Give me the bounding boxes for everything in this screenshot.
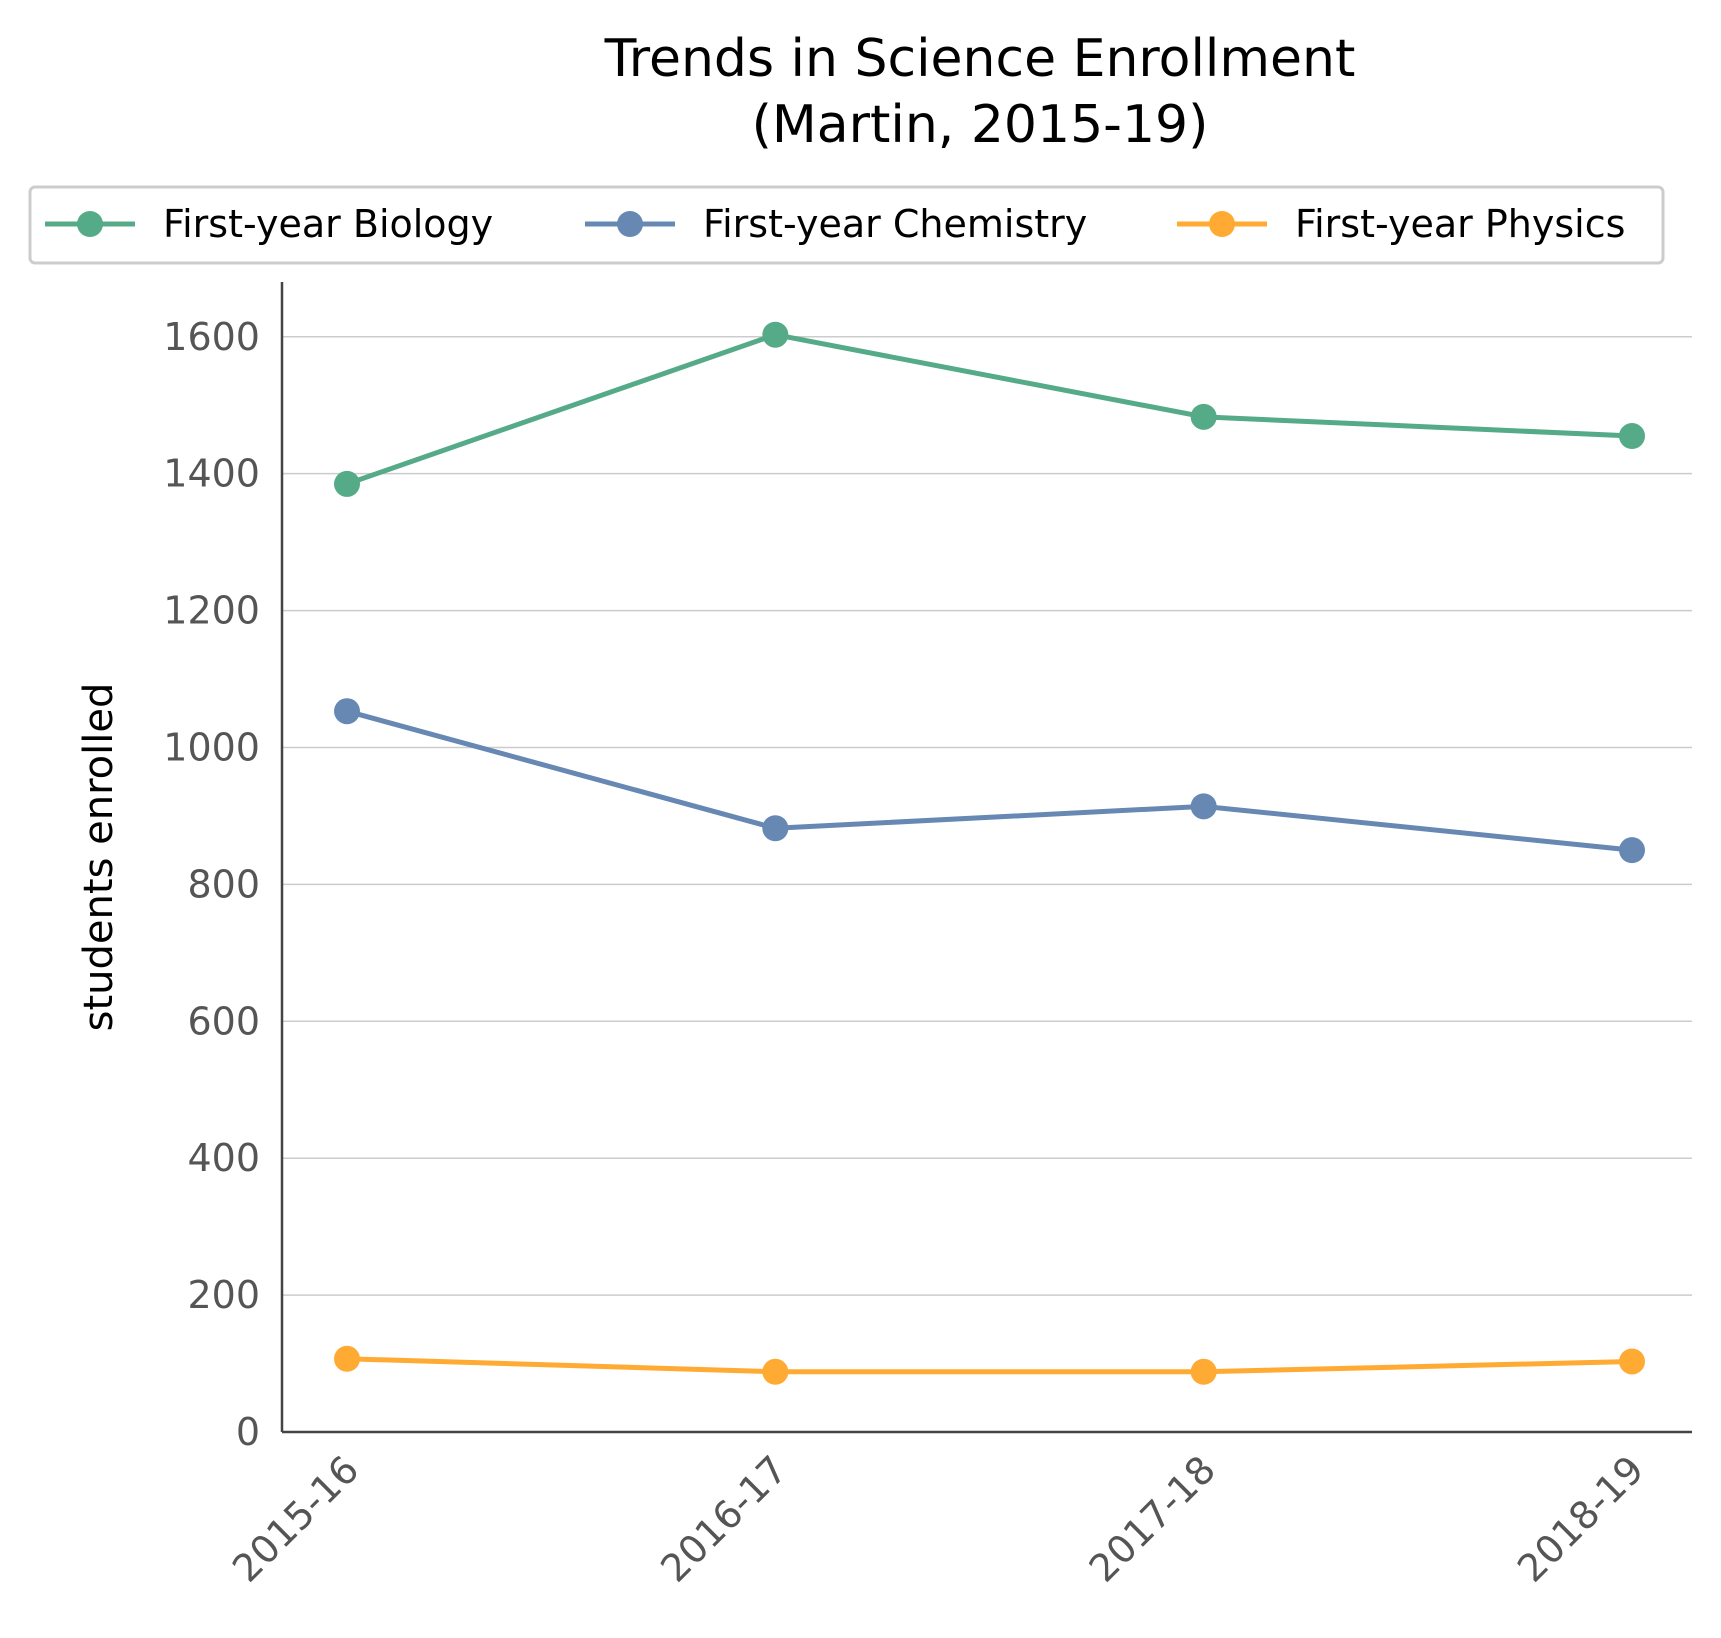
gridlines — [282, 336, 1692, 1296]
legend-label: First-year Physics — [1295, 202, 1625, 246]
series-0 — [334, 321, 1645, 497]
chart-title: Trends in Science Enrollment (Martin, 20… — [604, 29, 1356, 155]
y-tick-label: 0 — [236, 1410, 260, 1454]
x-tick-label: 2018-19 — [1509, 1447, 1652, 1590]
data-point — [1190, 793, 1217, 820]
series-1 — [334, 698, 1645, 864]
legend-swatch-marker — [77, 211, 103, 237]
series-layer — [334, 321, 1645, 1385]
legend-frame — [28, 185, 1665, 265]
data-point — [334, 698, 360, 725]
tick-labels: 0 200 400 600 800 1000 1200 1400 1600 2015-16 2016… — [163, 315, 1652, 1591]
series-line — [344, 332, 1635, 487]
x-tick-label: 2015-16 — [224, 1447, 367, 1590]
data-point — [762, 815, 789, 842]
legend-item: First-year Chemistry — [585, 202, 1087, 246]
legend-item: First-year Physics — [1177, 202, 1625, 246]
axes — [280, 282, 1692, 1434]
data-point — [334, 1345, 360, 1372]
chart-title-line-2: (Martin, 2015-19) — [752, 95, 1209, 155]
y-tick-label: 400 — [187, 1136, 260, 1180]
y-tick-label: 1600 — [163, 315, 260, 359]
data-point — [334, 470, 360, 497]
data-point — [1619, 1348, 1645, 1375]
y-tick-label: 1200 — [163, 589, 260, 633]
x-tick-label: 2016-17 — [652, 1447, 795, 1590]
y-axis-label: students enrolled — [76, 683, 122, 1032]
y-tick-label: 200 — [187, 1273, 260, 1317]
data-point — [1619, 837, 1645, 864]
data-point — [762, 321, 789, 348]
legend: First-year Biology First-year Chemistry Fi… — [28, 185, 1665, 265]
data-point — [1190, 403, 1217, 430]
y-tick-label: 600 — [187, 999, 260, 1043]
y-tick-label: 1400 — [163, 452, 260, 496]
series-line — [344, 1356, 1635, 1375]
y-tick-label: 800 — [187, 862, 260, 906]
y-tick-label: 1000 — [163, 725, 260, 769]
legend-label: First-year Biology — [163, 202, 493, 246]
chart-title-line-1: Trends in Science Enrollment — [604, 29, 1356, 89]
legend-label: First-year Chemistry — [703, 202, 1087, 246]
x-tick-label: 2017-18 — [1081, 1447, 1224, 1590]
legend-item: First-year Biology — [45, 202, 493, 246]
series-line — [344, 708, 1635, 853]
legend-swatch-marker — [617, 211, 643, 237]
series-2 — [334, 1345, 1645, 1385]
data-point — [762, 1358, 789, 1385]
data-point — [1619, 423, 1645, 450]
data-point — [1190, 1358, 1217, 1385]
legend-swatch-marker — [1209, 211, 1235, 237]
